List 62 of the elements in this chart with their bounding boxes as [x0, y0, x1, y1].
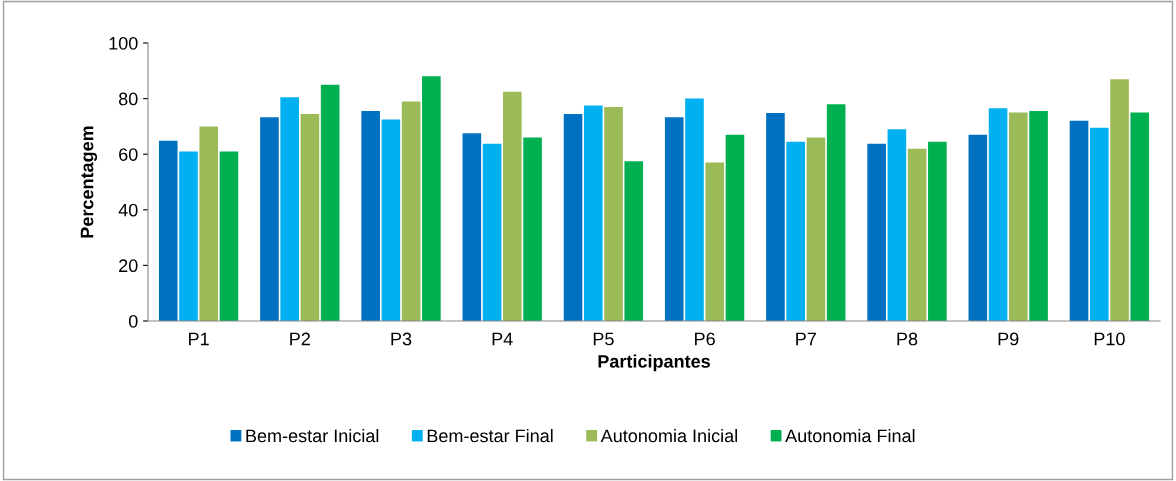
y-axis-title: Percentagem [80, 126, 98, 238]
bar [583, 105, 603, 321]
bar [1009, 112, 1028, 321]
bar [664, 117, 684, 321]
x-tick-label: P2 [290, 332, 310, 346]
bar [604, 106, 623, 321]
x-tick-label: P9 [998, 332, 1019, 346]
bar [361, 111, 380, 321]
bar [705, 162, 725, 321]
x-tick-label: P6 [695, 332, 715, 346]
bar [1130, 112, 1150, 321]
bar [482, 143, 502, 321]
x-tick-label: P7 [796, 332, 816, 346]
legend-label: Autonomia Final [785, 428, 915, 443]
x-tick-label: P1 [189, 332, 209, 346]
bar [988, 108, 1008, 321]
bar [907, 148, 927, 321]
bar [179, 151, 198, 321]
y-tick-label: 20 [119, 259, 138, 273]
bar [219, 151, 239, 321]
y-tick-label: 0 [128, 314, 138, 328]
bar [968, 134, 988, 321]
bar [300, 113, 320, 321]
bar [563, 113, 583, 321]
x-axis-title: Participantes [598, 354, 710, 372]
y-tick-label: 80 [118, 92, 138, 106]
x-tick-label: P5 [593, 332, 614, 346]
y-tick-label: 60 [119, 148, 138, 161]
bar [260, 117, 279, 321]
bar [523, 137, 542, 321]
bar [766, 113, 785, 321]
x-tick-label: P8 [897, 332, 918, 346]
bar [806, 137, 826, 321]
bar [826, 104, 846, 321]
bar [503, 91, 522, 321]
bar [401, 101, 421, 321]
bar [422, 76, 441, 321]
y-tick-label: 100 [109, 36, 138, 50]
x-tick-label: P10 [1094, 332, 1125, 346]
bar [199, 126, 219, 321]
bar [462, 133, 482, 321]
bar [624, 161, 644, 321]
bar [381, 119, 401, 321]
bar [1089, 127, 1109, 321]
bar [725, 134, 745, 321]
bar [786, 141, 805, 321]
x-tick-label: P3 [391, 332, 412, 346]
legend-label: Bem-estar Inicial [246, 428, 379, 443]
bar [1069, 120, 1089, 321]
bar [320, 84, 340, 321]
bar [280, 97, 299, 321]
bar [887, 129, 907, 321]
x-tick-label: P4 [492, 332, 513, 346]
legend-label: Bem-estar Final [427, 428, 553, 443]
bar [928, 141, 947, 321]
bar [867, 143, 886, 321]
bar [158, 140, 178, 321]
bar [685, 98, 704, 321]
bar [1029, 111, 1048, 321]
legend-label: Autonomia Inicial [600, 428, 737, 443]
y-tick-label: 40 [118, 203, 138, 217]
bar [1110, 79, 1129, 321]
